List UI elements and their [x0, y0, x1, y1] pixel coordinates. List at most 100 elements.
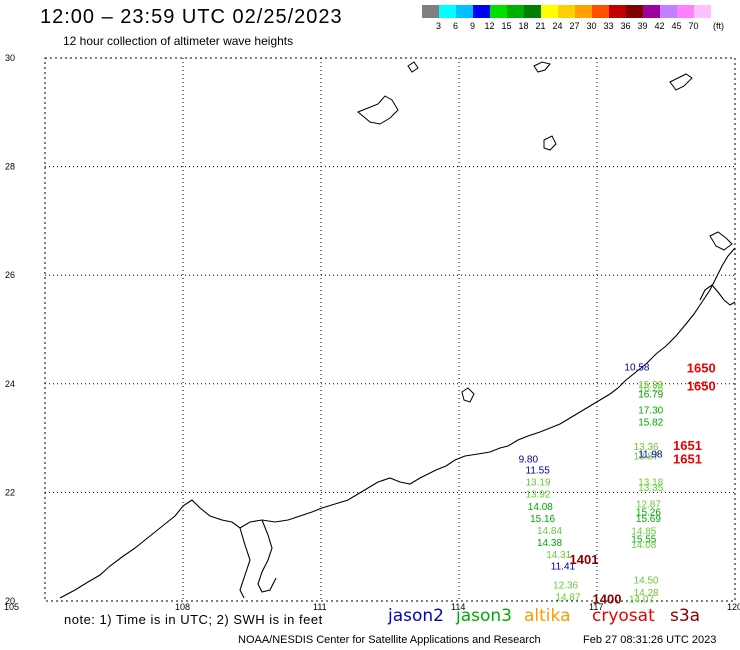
color-scale-swatch: [524, 5, 541, 18]
wave-height-label: 13.35: [638, 483, 663, 494]
wave-height-label: 14.08: [631, 540, 656, 551]
latitude-tick-label: 24: [5, 379, 15, 389]
coastline-hainan-gulf: [239, 527, 251, 599]
wave-height-label: 14.87: [555, 593, 580, 604]
latitude-tick-label: 30: [5, 53, 15, 63]
longitude-tick-label: 105: [4, 602, 19, 612]
graticule: [45, 58, 735, 601]
color-scale-label: 9: [469, 21, 475, 31]
inland-lakes: [357, 61, 733, 403]
color-scale-swatch: [439, 5, 456, 18]
satellite-pass-label: 1651: [673, 438, 702, 453]
color-scale-label: 27: [569, 21, 580, 31]
color-scale-label: 39: [637, 21, 648, 31]
wave-height-label: 16.79: [638, 390, 663, 401]
wave-height-label: 15.26: [636, 507, 661, 518]
color-scale-swatch: [592, 5, 609, 18]
legend-jason3: jason3: [456, 606, 512, 626]
credit-text: NOAA/NESDIS Center for Satellite Applica…: [238, 634, 541, 646]
taiwan-north-coast: [699, 284, 736, 306]
wave-height-label: 12.87: [636, 499, 661, 510]
map-subtitle: 12 hour collection of altimeter wave hei…: [63, 34, 294, 48]
color-scale-label: 45: [671, 21, 682, 31]
wave-height-label: 15.55: [631, 535, 656, 546]
wave-height-label: 16.26: [638, 384, 663, 395]
wave-height-label: 15.16: [530, 514, 555, 525]
legend-jason2: jason2: [388, 606, 444, 626]
wave-height-label: 14.50: [634, 575, 659, 586]
color-scale-swatch: [541, 5, 558, 18]
wave-height-label: 13.19: [526, 478, 551, 489]
longitude-tick-label: 120: [727, 602, 740, 612]
color-scale-label: 18: [518, 21, 529, 31]
wave-height-label: 12.36: [553, 581, 578, 592]
legend-cryosat: cryosat: [592, 606, 655, 626]
wave-height-label: 14.28: [634, 588, 659, 599]
color-scale-swatch: [609, 5, 626, 18]
legend-altika: altika: [524, 606, 571, 626]
wave-height-label: 11.55: [526, 466, 551, 477]
wave-height-label: 15.82: [638, 417, 663, 428]
wave-height-label: 14.38: [537, 538, 562, 549]
latitude-tick-label: 20: [5, 596, 15, 606]
longitude-tick-label: 111: [313, 602, 327, 612]
color-scale-label: 3: [435, 21, 441, 31]
wave-height-label: 15.39: [638, 380, 663, 391]
longitude-tick-label: 117: [589, 602, 603, 612]
color-scale-label: 70: [688, 21, 699, 31]
satellite-pass-label: 1651: [673, 452, 702, 467]
wave-height-label: 14.85: [631, 526, 656, 537]
latitude-tick-label: 28: [5, 162, 15, 172]
legend-s3a: s3a: [670, 606, 701, 626]
wave-height-label: 13.87: [634, 451, 659, 462]
wave-height-label: 11.41: [551, 562, 576, 573]
satellite-pass-label: 1400: [593, 591, 622, 606]
coastline-mainland: [59, 247, 736, 599]
wave-height-label: 14.84: [537, 526, 562, 537]
color-scale-unit: (ft): [713, 21, 724, 31]
longitude-tick-label: 114: [451, 602, 465, 612]
credit-timestamp: Feb 27 08:31:26 UTC 2023: [583, 634, 717, 646]
satellite-pass-label: 1650: [687, 361, 716, 376]
map-frame: [44, 57, 736, 602]
wave-height-label: 13.18: [638, 478, 663, 489]
color-scale-swatch: [677, 5, 694, 18]
wave-height-label: 14.08: [528, 502, 553, 513]
color-scale-swatch: [643, 5, 660, 18]
color-scale-swatch: [422, 5, 439, 18]
color-scale-swatch: [660, 5, 677, 18]
wave-height-label: 11.98: [638, 449, 663, 460]
axis-tick-labels: 105 108 111 114 117 120 30 28 26 24 22 20: [4, 53, 740, 612]
wave-height-label: 9.80: [519, 455, 539, 466]
note-text: note: 1) Time is in UTC; 2) SWH is in fe…: [64, 612, 323, 627]
color-scale-label: 21: [535, 21, 546, 31]
color-scale-swatch: [558, 5, 575, 18]
color-scale-swatch: [456, 5, 473, 18]
map-title: 12:00 – 23:59 UTC 02/25/2023: [40, 6, 343, 28]
satellite-pass-label: 1650: [687, 378, 716, 393]
color-scale-swatch: [626, 5, 643, 18]
coastline-leizhou: [257, 519, 277, 593]
color-scale-swatch: [490, 5, 507, 18]
wave-height-label: 14.31: [546, 550, 571, 561]
wave-height-label: 13.92: [526, 489, 551, 500]
color-scale-label: 42: [654, 21, 665, 31]
wave-height-label: 13.36: [634, 442, 659, 453]
wave-height-label: 10.58: [624, 362, 649, 373]
color-scale-label: 33: [603, 21, 614, 31]
color-scale-swatch: [694, 5, 711, 18]
wave-height-label: 15.69: [636, 514, 661, 525]
color-scale-label: 30: [586, 21, 597, 31]
color-scale-label: 15: [501, 21, 512, 31]
wave-height-label: 17.30: [638, 405, 663, 416]
wave-height-label: 14.07: [629, 594, 654, 605]
color-scale-label: 12: [484, 21, 495, 31]
satellite-pass-label: 1401: [570, 552, 599, 567]
color-scale: [422, 5, 711, 18]
longitude-tick-label: 108: [175, 602, 190, 612]
latitude-tick-label: 22: [5, 487, 15, 497]
color-scale-swatch: [575, 5, 592, 18]
